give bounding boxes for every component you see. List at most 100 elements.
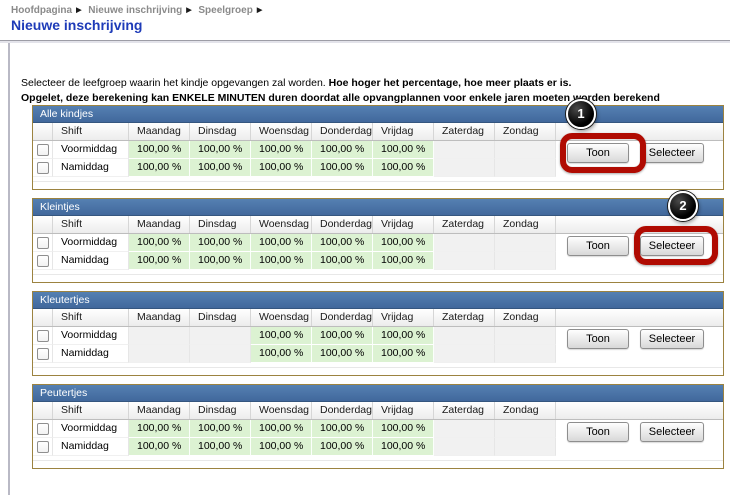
day-value-cell: [495, 234, 556, 252]
toon-button[interactable]: Toon: [567, 422, 629, 442]
day-value-cell: [495, 345, 556, 363]
day-value-cell: 100,00 %: [373, 345, 434, 363]
breadcrumb-arrow-icon: ▶: [186, 7, 192, 14]
day-value-cell: 100,00 %: [312, 345, 373, 363]
day-column-header: Dinsdag: [190, 216, 251, 233]
shift-cell: Voormiddag: [53, 234, 129, 252]
day-column-header: Donderdag: [312, 123, 373, 140]
selecteer-button[interactable]: Selecteer: [640, 236, 704, 256]
row-checkbox[interactable]: [36, 144, 49, 156]
row-checkbox[interactable]: [36, 423, 49, 435]
day-column-header: Zaterdag: [434, 216, 495, 233]
day-value-cell: 100,00 %: [251, 159, 312, 177]
day-value-cell: 100,00 %: [373, 438, 434, 456]
intro-line1-bold: Hoe hoger het percentage, hoe meer plaat…: [328, 77, 572, 89]
day-value-cell: 100,00 %: [373, 159, 434, 177]
selecteer-button[interactable]: Selecteer: [640, 329, 704, 349]
table-row: Namiddag 100,00 % 100,00 % 100,00 % 100,00 %…: [33, 438, 723, 456]
day-value-cell: 100,00 %: [251, 438, 312, 456]
table-footer: [33, 177, 723, 189]
checkbox-cell: [33, 234, 53, 252]
intro-line1-normal: Selecteer de leefgroep waarin het kindje…: [21, 77, 329, 89]
day-value-cell: 100,00 %: [251, 345, 312, 363]
checkbox-cell: [33, 252, 53, 270]
day-value-cell: [434, 438, 495, 456]
intro-line2-bold: Opgelet, deze berekening kan ENKELE MINU…: [21, 92, 660, 104]
day-column-header: Maandag: [129, 123, 190, 140]
header-divider: [0, 40, 730, 43]
day-value-cell: [495, 252, 556, 270]
day-value-cell: 100,00 %: [129, 141, 190, 159]
breadcrumb-item-nieuwe-inschrijving[interactable]: Nieuwe inschrijving: [88, 5, 183, 16]
table-row: Voormiddag 100,00 % 100,00 % 100,00 % 100,00…: [33, 234, 723, 252]
day-value-cell: 100,00 %: [251, 327, 312, 345]
day-column-header: Dinsdag: [190, 309, 251, 326]
table-header-row: Shift Maandag Dinsdag Woensdag Donderdag Vrij…: [33, 123, 723, 141]
breadcrumb-item-hoofdpagina[interactable]: Hoofdpagina: [11, 5, 73, 16]
day-value-cell: 100,00 %: [129, 234, 190, 252]
breadcrumb: Hoofdpagina ▶ Nieuwe inschrijving ▶ Speelg…: [11, 5, 266, 16]
shift-column-header: Shift: [53, 402, 129, 419]
table-row: Voormiddag 100,00 % 100,00 % 100,00 % 100,00…: [33, 141, 723, 159]
day-value-cell: [495, 327, 556, 345]
row-checkbox[interactable]: [36, 330, 49, 342]
day-value-cell: [434, 159, 495, 177]
day-column-header: Maandag: [129, 402, 190, 419]
day-column-header: Vrijdag: [373, 309, 434, 326]
day-value-cell: [129, 327, 190, 345]
group-title-bar: Kleutertjes: [33, 292, 723, 309]
day-column-header: Woensdag: [251, 216, 312, 233]
day-column-header: Dinsdag: [190, 402, 251, 419]
table-body: Voormiddag 100,00 % 100,00 % 100,00 % 100,00…: [33, 420, 723, 456]
day-value-cell: [434, 420, 495, 438]
shift-cell: Namiddag: [53, 438, 129, 456]
day-column-header: Zondag: [495, 309, 556, 326]
day-value-cell: 100,00 %: [312, 420, 373, 438]
day-column-header: Maandag: [129, 216, 190, 233]
day-value-cell: 100,00 %: [373, 420, 434, 438]
day-value-cell: [434, 327, 495, 345]
shift-cell: Namiddag: [53, 252, 129, 270]
day-value-cell: [434, 234, 495, 252]
day-value-cell: 100,00 %: [129, 252, 190, 270]
checkbox-column-header: [33, 216, 53, 233]
day-value-cell: [190, 345, 251, 363]
leefgroep-table: Kleutertjes Shift Maandag Dinsdag Woensdag D…: [32, 291, 724, 376]
table-footer: [33, 456, 723, 468]
shift-column-header: Shift: [53, 216, 129, 233]
annotation-step-number: 1: [566, 99, 596, 129]
day-column-header: Zaterdag: [434, 123, 495, 140]
day-value-cell: 100,00 %: [190, 234, 251, 252]
row-checkbox[interactable]: [36, 237, 49, 249]
row-checkbox[interactable]: [36, 441, 49, 453]
buttons-column-header: [556, 402, 723, 419]
day-value-cell: [434, 345, 495, 363]
row-checkbox[interactable]: [36, 255, 49, 267]
day-value-cell: 100,00 %: [129, 159, 190, 177]
selecteer-button[interactable]: Selecteer: [640, 422, 704, 442]
day-column-header: Zondag: [495, 123, 556, 140]
breadcrumb-item-speelgroep[interactable]: Speelgroep: [198, 5, 253, 16]
group-title-bar: Peutertjes: [33, 385, 723, 402]
day-column-header: Woensdag: [251, 123, 312, 140]
toon-button[interactable]: Toon: [567, 329, 629, 349]
shift-cell: Namiddag: [53, 345, 129, 363]
day-value-cell: 100,00 %: [251, 420, 312, 438]
day-value-cell: [190, 327, 251, 345]
group-title: Kleutertjes: [40, 294, 90, 306]
group-title-bar: Alle kindjes: [33, 106, 723, 123]
table-row: Namiddag 100,00 % 100,00 % 100,00 %: [33, 345, 723, 363]
breadcrumb-arrow-icon: ▶: [76, 7, 82, 14]
table-body: Voormiddag 100,00 % 100,00 % 100,00 % 100,00…: [33, 141, 723, 177]
group-title: Alle kindjes: [40, 108, 94, 120]
toon-button[interactable]: Toon: [567, 143, 629, 163]
selecteer-button[interactable]: Selecteer: [640, 143, 704, 163]
day-value-cell: 100,00 %: [190, 420, 251, 438]
day-value-cell: 100,00 %: [129, 438, 190, 456]
row-checkbox[interactable]: [36, 162, 49, 174]
checkbox-cell: [33, 438, 53, 456]
row-checkbox[interactable]: [36, 348, 49, 360]
table-row: Namiddag 100,00 % 100,00 % 100,00 % 100,00 %…: [33, 159, 723, 177]
toon-button[interactable]: Toon: [567, 236, 629, 256]
day-column-header: Donderdag: [312, 216, 373, 233]
